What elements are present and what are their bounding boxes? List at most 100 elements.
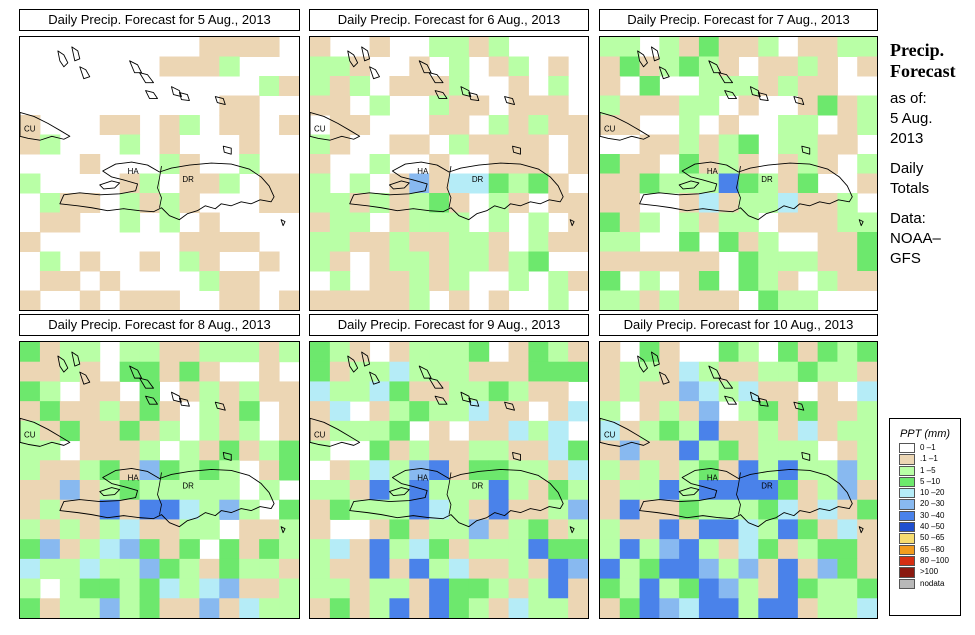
precip-cell xyxy=(389,134,410,155)
precip-cell xyxy=(528,558,549,580)
precip-cell xyxy=(119,212,141,233)
map-label: HA xyxy=(417,473,429,482)
map-label: CU xyxy=(24,430,36,439)
precip-cell xyxy=(349,381,371,402)
map-label: HA xyxy=(128,473,140,482)
precip-cell xyxy=(778,598,799,618)
precip-cell xyxy=(159,558,180,580)
precip-cell xyxy=(389,232,410,252)
precip-cell xyxy=(99,401,121,422)
precip-cell xyxy=(528,361,549,382)
precip-cell xyxy=(528,381,549,402)
precip-cell xyxy=(508,193,529,213)
legend-label: 40 –50 xyxy=(920,522,945,532)
precip-cell xyxy=(778,173,799,194)
precip-cell xyxy=(698,251,720,272)
precip-cell xyxy=(698,154,720,174)
precip-cell xyxy=(409,598,430,618)
precip-cell xyxy=(679,193,700,213)
precip-cell xyxy=(778,361,799,382)
precip-cell xyxy=(738,37,759,57)
coastline-path xyxy=(79,66,91,80)
panel-title: Daily Precip. Forecast for 9 Aug., 2013 xyxy=(309,314,589,336)
precip-cell xyxy=(369,381,390,402)
precip-cell xyxy=(79,539,101,560)
precip-cell xyxy=(857,115,877,135)
precip-cell xyxy=(528,95,549,116)
coastline-path xyxy=(793,401,805,411)
coastline-path xyxy=(678,487,700,497)
precip-cell xyxy=(369,271,390,291)
coastline-path xyxy=(71,351,81,367)
precip-cell xyxy=(159,115,180,135)
precip-cell xyxy=(639,539,660,560)
precip-cell xyxy=(179,115,200,135)
coastline-path xyxy=(280,219,286,227)
precip-cell xyxy=(698,499,720,520)
legend-label: 5 –10 xyxy=(920,476,941,486)
coastline-path xyxy=(460,391,472,403)
legend-swatch xyxy=(899,465,915,476)
precip-cell xyxy=(349,598,371,618)
precip-cell xyxy=(389,251,410,272)
precip-cell xyxy=(528,480,549,501)
precip-cell xyxy=(99,519,121,540)
precip-cell xyxy=(548,381,569,402)
precip-cell xyxy=(600,480,621,501)
precip-cell xyxy=(778,271,799,291)
precip-cell xyxy=(600,37,621,57)
precip-cell xyxy=(429,95,450,116)
precip-cell xyxy=(119,134,141,155)
precip-cell xyxy=(429,212,450,233)
precip-cell xyxy=(259,539,280,560)
precip-cell xyxy=(639,251,660,272)
precip-cell xyxy=(259,598,280,618)
precip-cell xyxy=(199,420,220,442)
precip-cell xyxy=(139,173,160,194)
precip-cell xyxy=(310,342,331,363)
precip-cell xyxy=(797,598,819,618)
precip-cell xyxy=(39,440,61,461)
precip-cell xyxy=(329,134,351,155)
precip-cell xyxy=(508,558,529,580)
precip-cell xyxy=(659,251,680,272)
precip-cell xyxy=(59,361,81,382)
panel-title: Daily Precip. Forecast for 7 Aug., 2013 xyxy=(599,9,878,31)
precip-cell xyxy=(389,290,410,310)
precip-cell xyxy=(679,539,700,560)
precip-cell xyxy=(310,381,331,402)
precip-cell xyxy=(179,598,200,618)
precip-cell xyxy=(857,232,877,252)
precip-cell xyxy=(409,290,430,310)
precip-cell xyxy=(600,173,621,194)
precip-cell xyxy=(548,539,569,560)
precip-cell xyxy=(449,499,470,520)
precip-cell xyxy=(718,519,739,540)
precip-cell xyxy=(329,56,351,77)
precip-cell xyxy=(99,558,121,580)
precip-cell xyxy=(59,271,81,291)
precip-cell xyxy=(79,193,101,213)
legend-swatch xyxy=(899,544,915,555)
precip-cell xyxy=(738,381,759,402)
precip-cell xyxy=(659,342,680,363)
precip-cell xyxy=(99,598,121,618)
precip-cell xyxy=(548,480,569,501)
precip-cell xyxy=(179,56,200,77)
precip-cell xyxy=(369,499,390,520)
precip-cell xyxy=(718,342,739,363)
precip-cell xyxy=(119,460,141,481)
precip-cell xyxy=(179,499,200,520)
coastline-path xyxy=(139,377,154,389)
precip-cell xyxy=(758,251,779,272)
coastline-path xyxy=(569,526,575,534)
precip-cell xyxy=(409,193,430,213)
precip-cell xyxy=(659,499,680,520)
precip-cell xyxy=(778,212,799,233)
precip-cell xyxy=(857,519,877,540)
precip-cell xyxy=(279,460,299,481)
map-label: HA xyxy=(707,167,719,176)
precip-cell xyxy=(349,76,371,96)
coastline-path xyxy=(724,90,737,99)
precip-cell xyxy=(600,212,621,233)
